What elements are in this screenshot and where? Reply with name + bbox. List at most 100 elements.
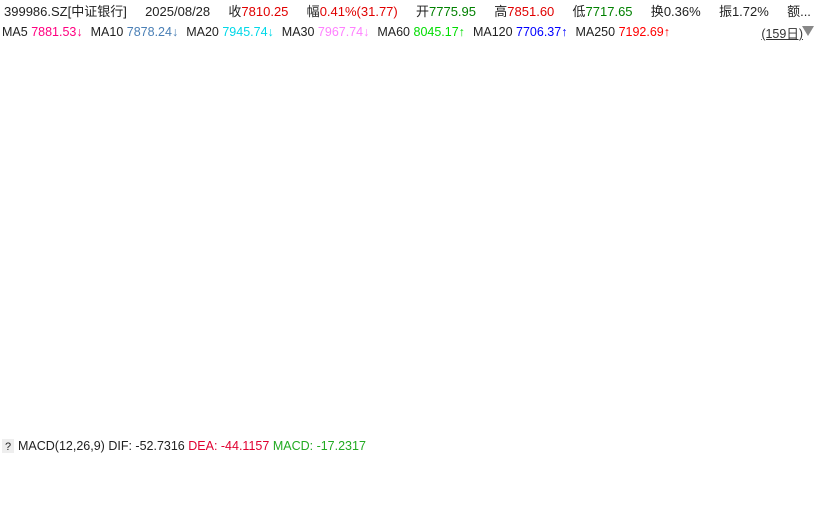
candle-body <box>555 144 559 153</box>
dropdown-triangle-icon[interactable] <box>802 26 814 36</box>
candle <box>137 260 141 272</box>
candle <box>362 203 366 215</box>
dif-line <box>2 417 741 527</box>
candle-body <box>99 292 103 296</box>
candle <box>677 185 681 197</box>
ma120-line <box>2 189 746 379</box>
ma250-line <box>2 264 746 427</box>
candle-body <box>118 281 122 289</box>
candle-body <box>301 220 305 234</box>
low-label: 低 <box>572 4 586 19</box>
candle <box>668 164 672 187</box>
candle-body <box>494 80 498 86</box>
candle-body <box>19 294 23 301</box>
candle <box>588 157 592 171</box>
candle-body <box>334 205 338 210</box>
candle <box>550 136 554 147</box>
candle-body <box>367 201 371 211</box>
candle-body <box>621 156 625 170</box>
candle <box>203 288 207 310</box>
candle <box>57 282 61 292</box>
candle <box>456 125 460 136</box>
candle <box>160 258 164 271</box>
ma-label-ma60: MA60 <box>377 25 414 39</box>
candle <box>141 254 146 266</box>
candle <box>508 86 512 99</box>
candle-body <box>0 299 5 303</box>
candle <box>611 131 616 149</box>
candle <box>287 261 291 271</box>
candle <box>691 183 695 194</box>
candle-body <box>677 188 681 195</box>
candle-body <box>38 280 42 282</box>
candle-body <box>696 191 700 195</box>
candle <box>381 176 385 188</box>
candle <box>395 182 399 189</box>
candle-body <box>329 205 334 213</box>
amplitude-group: 振1.72% <box>719 2 769 22</box>
help-button[interactable]: ? <box>2 439 14 453</box>
candle-body <box>480 99 484 108</box>
close-group: 收7810.25 <box>228 2 288 22</box>
candle-body <box>635 177 639 182</box>
turnover-label: 换 <box>650 4 664 19</box>
candle-body <box>414 172 418 175</box>
candle-body <box>165 265 169 268</box>
candle-body <box>691 189 695 192</box>
candle-body <box>668 169 672 184</box>
candle-body <box>362 207 366 211</box>
candle-body <box>339 207 343 210</box>
candle-body <box>503 75 507 89</box>
candle <box>109 278 113 295</box>
candle <box>391 177 395 192</box>
candle <box>198 279 202 297</box>
candle <box>358 205 362 216</box>
candle-body <box>550 140 554 145</box>
candle-body <box>132 267 136 272</box>
candle <box>118 277 122 292</box>
candle <box>602 137 606 150</box>
candle <box>170 263 174 274</box>
candle <box>607 133 611 142</box>
candle-body <box>630 179 634 182</box>
candle <box>419 168 423 179</box>
candle <box>301 217 305 237</box>
candle-body <box>57 284 61 290</box>
candle <box>658 160 663 171</box>
candle <box>630 174 634 187</box>
ma-value-ma250: 7192.69↑ <box>618 25 670 39</box>
candle-body <box>113 284 117 289</box>
candle <box>729 207 733 235</box>
candle <box>104 284 108 299</box>
candle-body <box>311 217 315 224</box>
candle-body <box>640 169 644 178</box>
candle-body <box>353 210 357 213</box>
candle <box>250 250 254 264</box>
candle-body <box>409 174 413 178</box>
candle-body <box>273 259 277 261</box>
candle <box>221 280 225 295</box>
candle-body <box>174 270 178 272</box>
candle-body <box>33 281 37 289</box>
candle <box>240 248 244 265</box>
candle <box>367 196 371 212</box>
candle <box>132 264 136 276</box>
candle-body <box>109 284 113 290</box>
candle-body <box>583 165 587 173</box>
candle-body <box>160 263 164 268</box>
candle-body <box>738 246 742 260</box>
candle <box>226 279 230 289</box>
candle-body <box>123 275 127 282</box>
candle <box>94 290 99 303</box>
low-group: 低7717.65 <box>573 2 633 22</box>
change-value: 0.41%(31.77) <box>319 4 398 19</box>
candle-body <box>715 189 719 194</box>
candle-body <box>433 152 437 161</box>
candle <box>649 155 653 167</box>
candle-body <box>278 260 282 264</box>
candle <box>541 122 545 141</box>
candle <box>423 164 428 176</box>
period-selector[interactable]: (159日) <box>761 27 803 41</box>
ma-value-ma5: 7881.53↓ <box>31 25 83 39</box>
candle-body <box>701 194 705 198</box>
